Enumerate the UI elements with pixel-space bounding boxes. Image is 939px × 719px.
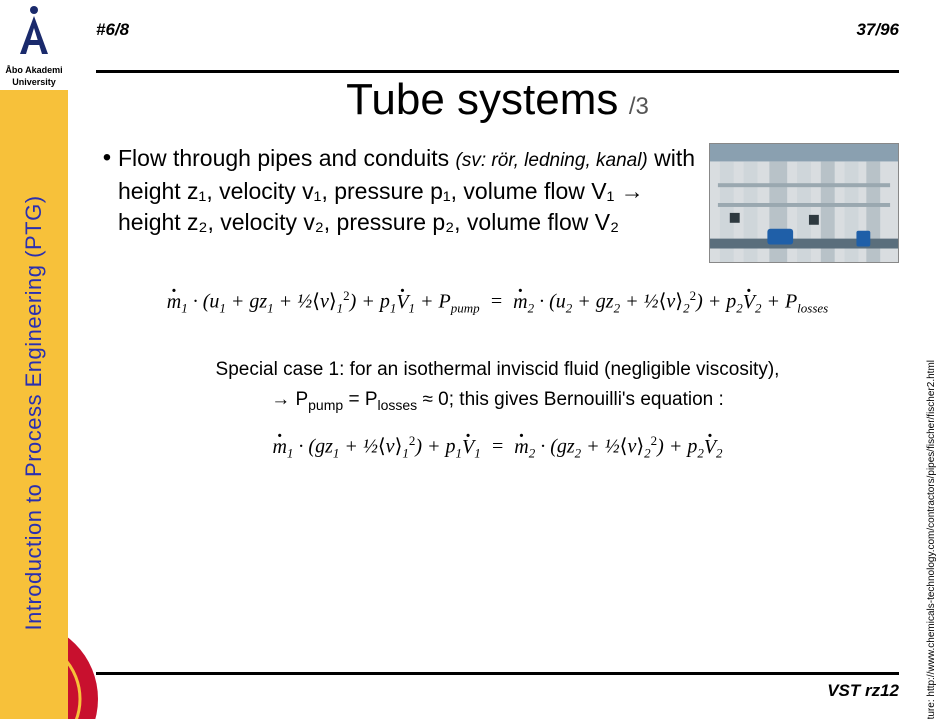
footer-tag: VST rz12 (827, 681, 899, 701)
slide-content: #6/8 37/96 Tube systems /3 • Flow throug… (78, 0, 909, 719)
special-case-text: Special case 1: for an isothermal invisc… (96, 355, 899, 420)
bullet-marker: • (96, 143, 118, 238)
header-bar: #6/8 37/96 (96, 20, 899, 46)
slide-title-suffix: /3 (629, 93, 649, 120)
sidebar: Åbo Akademi University Introduction to P… (0, 0, 68, 719)
slide-title: Tube systems (346, 75, 618, 124)
bullet-italic: (sv: rör, ledning, kanal) (456, 150, 648, 171)
image-credit: Picture: http://www.chemicals-technology… (926, 360, 937, 719)
logo-label-2: University (0, 77, 68, 87)
special-line-1: Special case 1: for an isothermal invisc… (96, 355, 899, 385)
title-row: Tube systems /3 (96, 75, 899, 125)
special-line-2: → Ppump = Plosses ≈ 0; this gives Bernou… (96, 385, 899, 420)
abo-akademi-logo-icon (14, 4, 54, 58)
page-counter-left: #6/8 (96, 20, 129, 40)
logo-block: Åbo Akademi University (0, 0, 68, 90)
sidebar-vertical-label: Introduction to Process Engineering (PTG… (21, 195, 47, 630)
content-block: • Flow through pipes and conduits (sv: r… (96, 143, 899, 238)
footer-rule (96, 672, 899, 675)
logo-label-1: Åbo Akademi (0, 65, 68, 75)
pipe-photo-icon (709, 143, 899, 263)
slide-page: Åbo Akademi University Introduction to P… (0, 0, 939, 719)
page-counter-right: 37/96 (856, 20, 899, 40)
header-rule (96, 70, 899, 73)
bullet-lead: Flow through pipes and conduits (118, 145, 456, 171)
equation-main: m1 · (u1 + gz1 + ½⟨v⟩12) + p1V1 + Ppump … (96, 288, 899, 317)
equation-bernoulli: m1 · (gz1 + ½⟨v⟩12) + p1V1 = m2 · (gz2 +… (96, 433, 899, 462)
